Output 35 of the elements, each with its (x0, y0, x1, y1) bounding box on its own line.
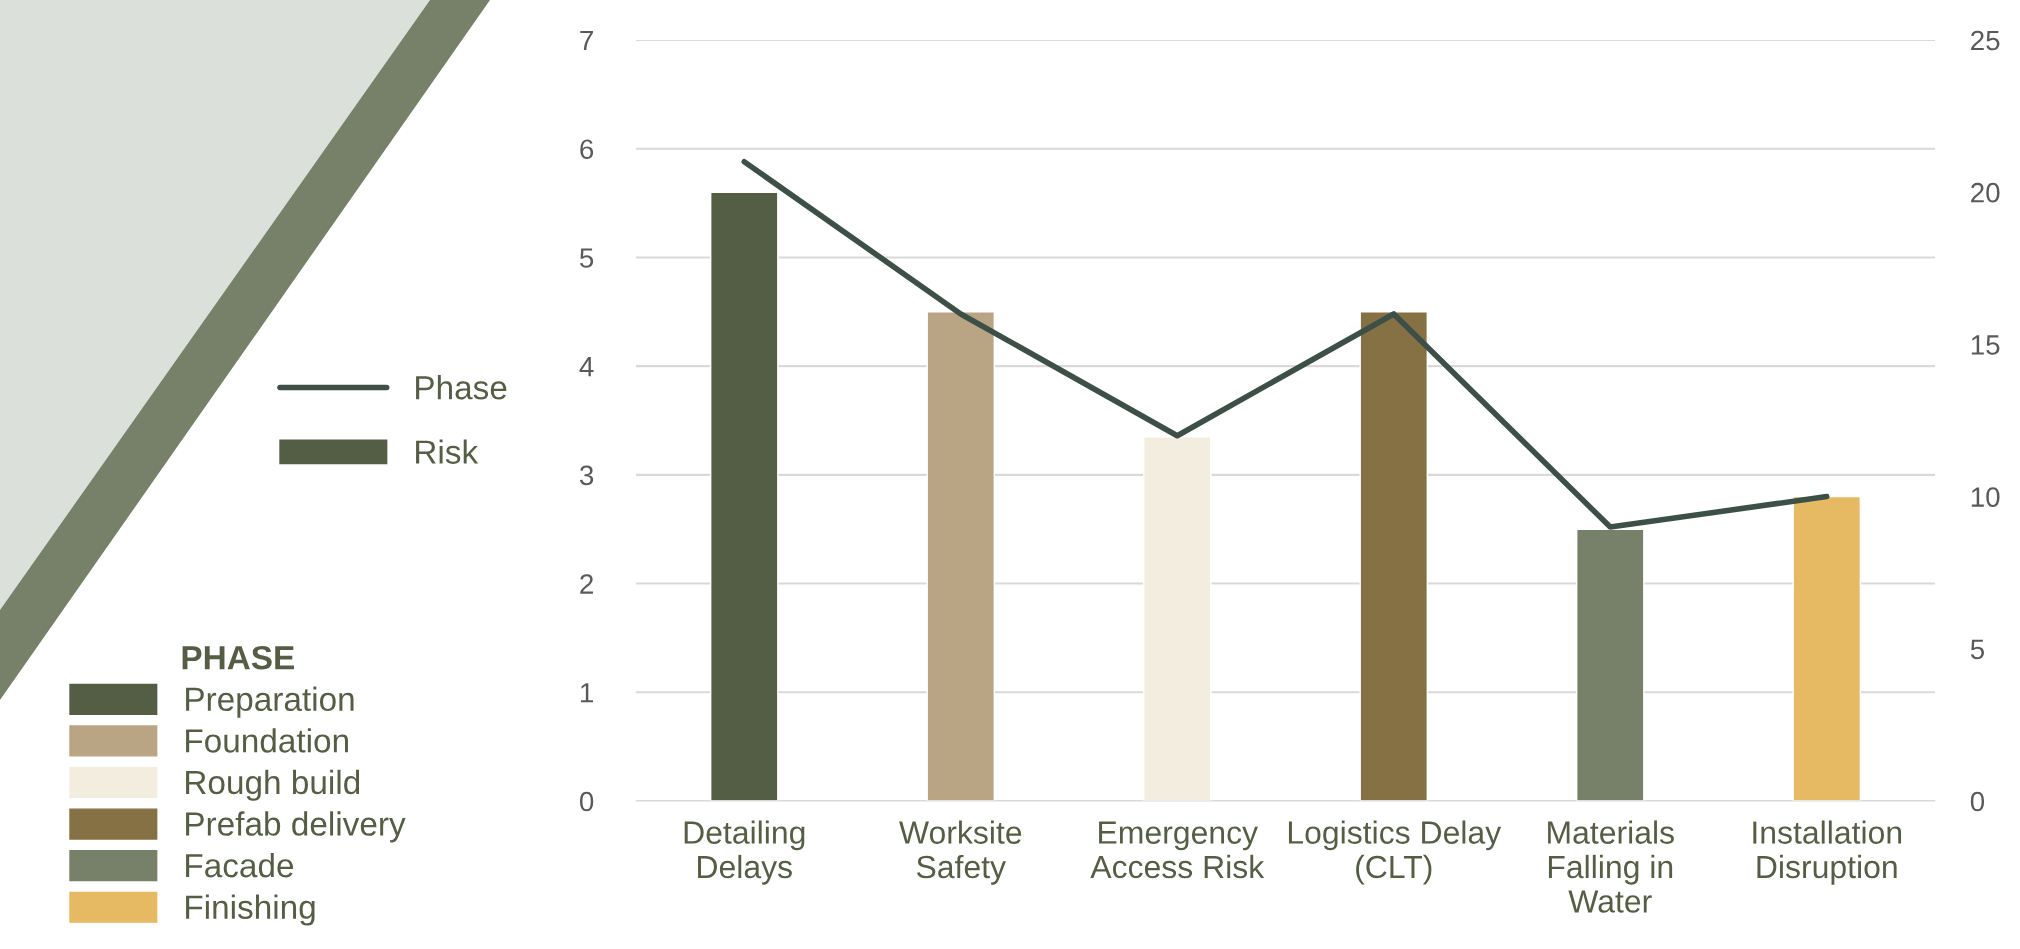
x-tick-label: Emergency Access Risk (1090, 821, 1265, 879)
bar (1575, 528, 1645, 801)
y2-tick-label: 25 (1971, 30, 2000, 51)
bar (1359, 311, 1429, 801)
y-tick-label: 0 (579, 791, 594, 812)
y-tick-label: 6 (580, 139, 594, 160)
text: Prefab delivery (186, 811, 406, 843)
legend-label: Risk (416, 439, 479, 464)
y2-tick-label: 0 (1970, 791, 1985, 812)
y-tick-label: 4 (579, 357, 594, 377)
bar (709, 191, 779, 801)
text: Finishing (186, 894, 315, 926)
text: Rough build (186, 769, 360, 801)
x-tick-label: Installation Disruption (1753, 820, 1902, 885)
bar (926, 311, 996, 801)
bar (1142, 436, 1212, 801)
y-tick-label: 5 (580, 248, 594, 268)
y2-tick-label: 20 (1971, 182, 2000, 203)
x-tick-label: Materials Falling in Water (1548, 820, 1674, 913)
text: Foundation (186, 728, 348, 753)
y-tick-label: 3 (579, 465, 594, 486)
bar (1792, 495, 1862, 801)
text: Preparation (186, 686, 354, 718)
y2-tick-label: 10 (1971, 487, 2000, 507)
x-tick-label: Worksite Safety (899, 820, 1022, 885)
y2-tick-label: 15 (1971, 335, 2000, 355)
legend-label: Phase (416, 375, 507, 400)
y2-tick-label: 5 (1970, 639, 1985, 660)
y-tick-label: 2 (580, 574, 593, 594)
y-tick-label: 1 (581, 683, 593, 703)
x-tick-label: Logistics Delay (CLT) (1288, 820, 1502, 885)
y-tick-label: 7 (580, 30, 593, 51)
legend-title: PHASE (182, 645, 294, 670)
x-tick-label: Detailing Delays (684, 820, 805, 885)
text: Facade (186, 852, 294, 878)
